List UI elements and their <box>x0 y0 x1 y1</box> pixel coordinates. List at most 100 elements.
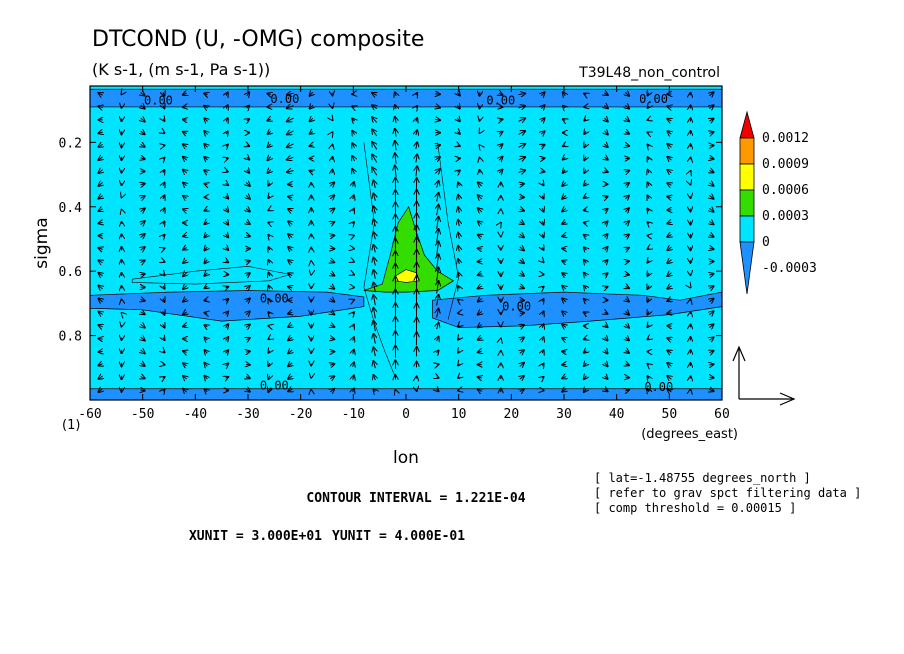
wind-vector <box>330 376 334 378</box>
wind-vector <box>437 181 439 188</box>
x-tick-label: -40 <box>184 407 207 422</box>
x-tick-label: 30 <box>556 407 572 422</box>
colorbar-label: -0.0003 <box>762 261 817 276</box>
wind-vector <box>647 376 649 378</box>
wind-vector <box>435 169 440 173</box>
colorbar-label: 0.0003 <box>762 209 809 224</box>
wind-vector <box>330 195 334 199</box>
wind-vector <box>330 182 334 186</box>
wind-vector <box>499 170 502 173</box>
wind-vector <box>647 209 649 211</box>
wind-vector <box>352 143 354 148</box>
wind-vector <box>648 106 649 108</box>
wind-vector <box>625 221 629 224</box>
wind-vector <box>437 309 439 318</box>
y-bottom-label: (1) <box>62 418 80 433</box>
wind-vector <box>647 273 649 276</box>
wind-vector <box>542 324 543 327</box>
wind-vector <box>458 207 459 213</box>
wind-vector <box>395 153 396 164</box>
wind-vector <box>267 144 270 147</box>
wind-vector <box>373 375 375 380</box>
wind-vector <box>268 183 269 186</box>
wind-vector <box>584 119 586 121</box>
wind-vector <box>625 274 629 275</box>
wind-vector <box>605 287 608 288</box>
wind-vector <box>709 195 713 198</box>
wind-vector <box>518 106 526 108</box>
wind-vector <box>98 222 102 223</box>
wind-vector <box>267 94 270 95</box>
wind-vector <box>204 222 207 224</box>
wind-vector <box>288 337 292 340</box>
colorbar: 0.0012 0.0009 0.0006 0.0003 0 -0.0003 <box>739 110 817 295</box>
wind-vector <box>204 260 207 263</box>
contour-interval: CONTOUR INTERVAL = 1.221E-04 <box>306 491 525 506</box>
wind-vector <box>373 347 375 357</box>
wind-vector <box>520 260 524 263</box>
wind-vector <box>141 184 145 185</box>
wind-vector <box>625 92 629 95</box>
wind-vector <box>437 351 439 353</box>
wind-vector <box>647 389 649 392</box>
wind-vector <box>437 281 439 294</box>
wind-vector <box>458 273 459 277</box>
note-threshold: [ comp threshold = 0.00015 ] <box>594 501 796 515</box>
wind-vector <box>520 313 524 314</box>
wind-vector <box>98 144 102 146</box>
wind-vector <box>395 92 396 95</box>
wind-vector <box>605 221 608 224</box>
wind-vector <box>163 311 165 314</box>
wind-vector <box>268 299 269 302</box>
xunit-label: XUNIT = 3.000E+01 <box>189 529 322 544</box>
x-unit-label: (degrees_east) <box>641 427 738 442</box>
wind-vector <box>458 338 459 340</box>
wind-vector <box>562 389 566 392</box>
wind-vector <box>141 337 145 340</box>
wind-vector <box>226 247 229 250</box>
wind-vector <box>584 376 587 379</box>
wind-vector <box>625 208 629 211</box>
contour-label: 0.00 <box>639 92 668 106</box>
wind-vector <box>204 325 207 327</box>
wind-vector <box>288 234 292 237</box>
wind-vector <box>520 273 524 276</box>
wind-vector <box>163 261 165 262</box>
wind-vector <box>373 180 375 189</box>
wind-vector <box>98 325 102 327</box>
wind-vector <box>478 208 482 212</box>
wind-vector <box>647 248 649 249</box>
wind-vector <box>288 350 292 353</box>
wind-vector <box>667 299 671 301</box>
wind-vector <box>373 257 375 266</box>
wind-vector <box>287 171 294 172</box>
contour-label: 0.00 <box>502 300 531 314</box>
x-tick-label: 40 <box>609 407 625 422</box>
wind-vector <box>98 196 102 199</box>
wind-vector <box>141 131 145 134</box>
wind-vector <box>204 234 207 237</box>
x-tick-label: -60 <box>78 407 101 422</box>
wind-vector <box>584 170 586 173</box>
wind-vector <box>520 300 524 301</box>
wind-vector <box>457 170 459 172</box>
wind-vector <box>226 131 228 134</box>
wind-vector <box>353 389 354 393</box>
wind-vector <box>562 325 566 328</box>
wind-vector <box>667 197 671 198</box>
y-tick-label: 0.4 <box>59 201 83 216</box>
y-axis-label: sigma <box>32 217 52 268</box>
colorbar-cell <box>739 163 755 191</box>
wind-vector <box>709 286 713 288</box>
wind-vector <box>141 221 145 224</box>
wind-vector <box>287 131 294 134</box>
wind-vector <box>226 312 229 315</box>
y-tick-label: 0.6 <box>59 265 82 280</box>
wind-vector <box>373 321 375 332</box>
wind-vector <box>563 145 565 146</box>
wind-vector <box>268 273 269 276</box>
wind-vector <box>267 119 270 120</box>
wind-vector <box>625 118 629 121</box>
wind-vector <box>605 376 608 379</box>
wind-vector <box>584 338 587 339</box>
